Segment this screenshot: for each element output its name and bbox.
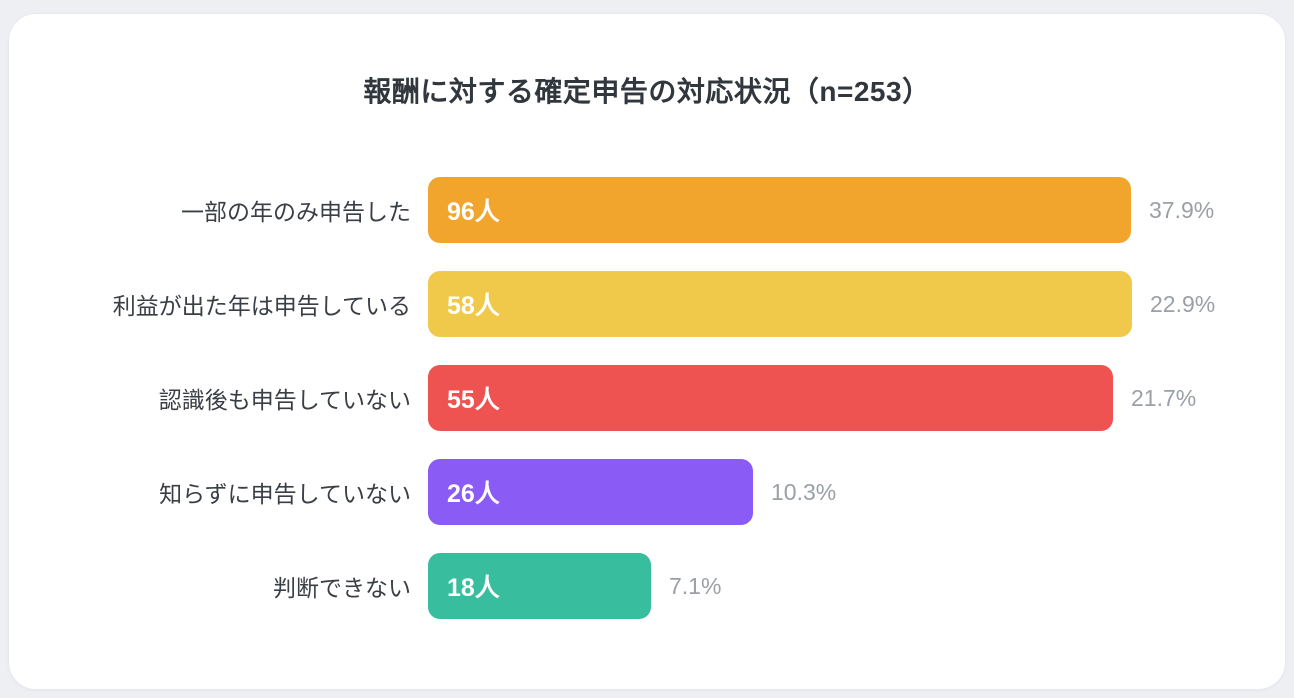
bar-track: 55人 21.7%: [428, 365, 1285, 431]
bar: 18人: [428, 553, 651, 619]
chart-row: 認識後も申告していない 55人 21.7%: [9, 365, 1285, 431]
bar-track: 58人 22.9%: [428, 271, 1285, 337]
bar-value-label: 26人: [447, 480, 500, 508]
bar: 96人: [428, 177, 1131, 243]
bar-category-label: 認識後も申告していない: [158, 387, 411, 413]
bar-percent-label: 22.9%: [1150, 290, 1216, 317]
chart-row: 判断できない 18人 7.1%: [9, 553, 1285, 619]
bar-track: 96人 37.9%: [428, 177, 1285, 243]
chart-title: 報酬に対する確定申告の対応状況（n=253）: [363, 76, 931, 107]
chart-card: 報酬に対する確定申告の対応状況（n=253） 一部の年のみ申告した 96人 37…: [8, 13, 1286, 690]
bar: 26人: [428, 459, 753, 525]
bar-category-label: 知らずに申告していない: [159, 481, 411, 507]
chart-row: 一部の年のみ申告した 96人 37.9%: [9, 177, 1285, 243]
bar: 58人: [428, 271, 1132, 337]
bar-percent-label: 10.3%: [771, 478, 837, 505]
bar-value-label: 96人: [447, 198, 500, 226]
chart-row: 利益が出た年は申告している 58人 22.9%: [9, 271, 1285, 337]
bar-category-label: 判断できない: [273, 575, 411, 601]
chart-row: 知らずに申告していない 26人 10.3%: [9, 459, 1285, 525]
bar-chart: 一部の年のみ申告した 96人 37.9% 利益が出た年は申告している 58人 2…: [9, 177, 1285, 619]
bar-category-label: 利益が出た年は申告している: [112, 293, 411, 319]
bar-category-label: 一部の年のみ申告した: [181, 199, 411, 225]
bar-percent-label: 7.1%: [669, 572, 722, 599]
bar-value-label: 55人: [447, 386, 500, 414]
bar-track: 26人 10.3%: [428, 459, 1285, 525]
bar-value-label: 18人: [447, 574, 500, 602]
bar-value-label: 58人: [447, 292, 500, 320]
bar-percent-label: 21.7%: [1131, 384, 1197, 411]
bar-percent-label: 37.9%: [1149, 196, 1215, 223]
bar-track: 18人 7.1%: [428, 553, 1285, 619]
bar: 55人: [428, 365, 1113, 431]
